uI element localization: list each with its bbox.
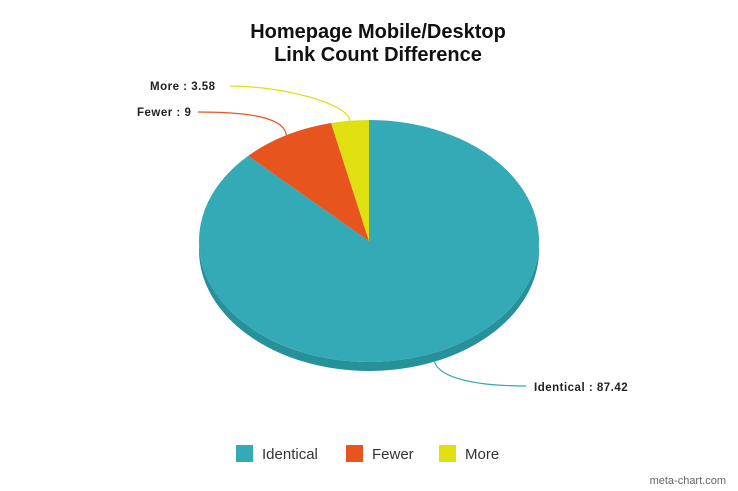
label-leader-lines <box>197 85 527 387</box>
legend-swatch-identical <box>236 445 253 462</box>
legend-label-more: More <box>465 446 499 463</box>
legend-label-fewer: Fewer <box>372 446 414 463</box>
legend-item-identical[interactable]: Identical <box>236 445 318 463</box>
legend-swatch-fewer <box>346 445 363 462</box>
data-label-identical: Identical : 87.42 <box>534 382 628 394</box>
chart-title-line-1: Homepage Mobile/Desktop <box>250 21 506 43</box>
leader-line-fewer <box>197 111 287 136</box>
data-label-fewer: Fewer : 9 <box>137 107 191 119</box>
legend-swatch-more <box>439 445 456 462</box>
legend-item-more[interactable]: More <box>439 445 499 463</box>
pie-slices <box>198 120 540 362</box>
leader-line-more <box>229 85 351 121</box>
legend-item-fewer[interactable]: Fewer <box>346 445 414 463</box>
legend: Identical Fewer More <box>236 445 499 463</box>
data-label-more: More : 3.58 <box>150 81 216 93</box>
leader-line-identical <box>433 361 527 387</box>
pie-slice-fewer[interactable] <box>248 123 369 241</box>
pie-slice-more[interactable] <box>331 120 369 241</box>
chart-title-line-2: Link Count Difference <box>274 44 482 66</box>
chart-credit[interactable]: meta-chart.com <box>650 475 726 487</box>
legend-label-identical: Identical <box>262 446 318 463</box>
